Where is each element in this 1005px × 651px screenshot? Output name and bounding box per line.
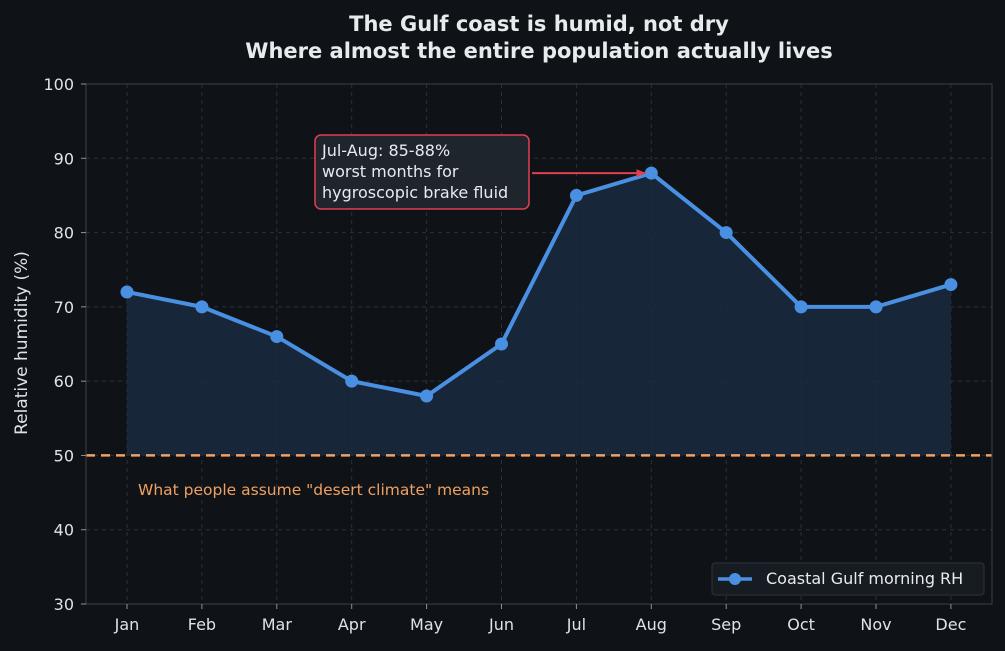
chart-subtitle: Where almost the entire population actua… <box>245 39 832 63</box>
y-tick-label: 80 <box>54 224 74 243</box>
y-tick-label: 70 <box>54 298 74 317</box>
y-tick-label: 40 <box>54 521 74 540</box>
chart-title: The Gulf coast is humid, not dry <box>349 12 729 36</box>
data-point <box>270 330 284 344</box>
data-point <box>644 166 658 180</box>
x-tick-label: Jan <box>114 615 140 634</box>
data-point <box>719 226 733 240</box>
x-tick-label: Sep <box>711 615 741 634</box>
x-tick-label: Aug <box>636 615 667 634</box>
data-point <box>195 300 209 314</box>
x-ticks: Jan Feb Mar Apr May Jun Jul Aug Sep Oct Nov Dec <box>114 604 966 634</box>
x-tick-label: Mar <box>262 615 293 634</box>
y-ticks: 30 40 50 60 70 80 90 100 <box>43 75 86 614</box>
area-fill <box>127 173 951 456</box>
x-tick-label: Jun <box>488 615 514 634</box>
data-point <box>420 389 434 403</box>
annotation-box <box>314 134 530 210</box>
y-tick-label: 100 <box>43 75 74 94</box>
x-tick-label: Dec <box>935 615 966 634</box>
x-tick-label: Feb <box>188 615 216 634</box>
data-point <box>120 285 134 299</box>
legend-box <box>711 562 985 596</box>
data-point <box>569 188 583 202</box>
y-axis-label: Relative humidity (%) <box>12 251 32 435</box>
series-line-group <box>125 171 953 398</box>
area-fill-path <box>127 173 951 456</box>
y-tick-label: 90 <box>54 149 74 168</box>
plot-frame <box>85 83 993 605</box>
legend: Coastal Gulf morning RH <box>711 562 985 596</box>
x-tick-label: Jul <box>566 615 586 634</box>
x-tick-label: Oct <box>787 615 815 634</box>
data-point <box>495 337 508 351</box>
legend-entry-label: Coastal Gulf morning RH <box>766 569 963 588</box>
series-points <box>120 166 958 403</box>
x-tick-label: Nov <box>860 615 891 634</box>
x-tick-label: May <box>410 615 443 634</box>
data-point <box>944 278 958 292</box>
annotation-line-3: hygroscopic brake fluid <box>322 183 508 202</box>
annotation-line-2: worst months for <box>322 162 459 181</box>
data-point <box>345 374 359 388</box>
annotation: Jul-Aug: 85-88% worst months for hygrosc… <box>314 134 647 210</box>
reference-line-label: What people assume "desert climate" mean… <box>138 481 489 499</box>
data-point <box>869 300 883 314</box>
legend-marker-swatch <box>729 573 741 585</box>
annotation-line-1: Jul-Aug: 85-88% <box>321 141 450 160</box>
x-tick-label: Apr <box>338 615 366 634</box>
data-point <box>794 300 808 314</box>
y-tick-label: 50 <box>54 446 74 465</box>
axes <box>85 83 993 605</box>
y-tick-label: 60 <box>54 372 74 391</box>
y-tick-label: 30 <box>54 595 74 614</box>
series-line <box>125 171 953 398</box>
